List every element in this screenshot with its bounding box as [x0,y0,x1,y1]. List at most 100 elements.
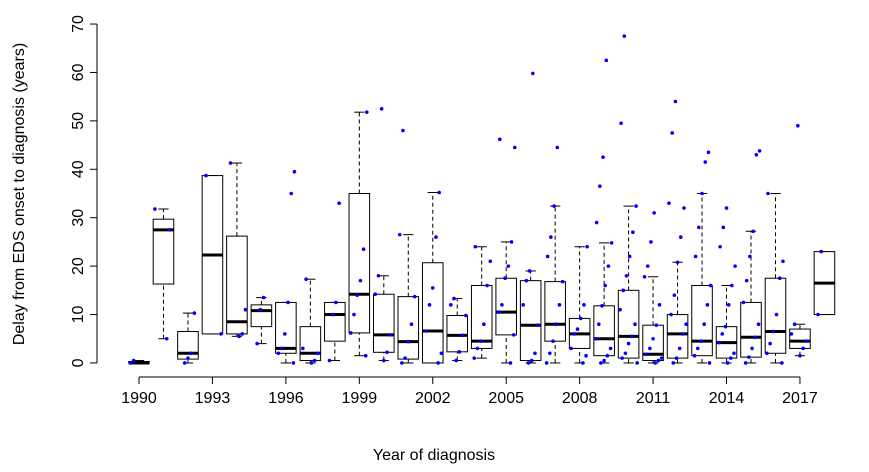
data-point [766,191,770,196]
data-point [337,201,341,205]
data-point [569,346,573,351]
data-point [726,303,731,307]
box [495,277,517,336]
box [348,193,371,334]
data-point [603,283,607,288]
data-point [669,312,673,317]
box [593,305,615,357]
data-point [286,300,290,305]
data-point [473,244,478,249]
data-point [600,304,604,308]
data-point [549,235,553,239]
data-point [804,339,809,343]
data-point [702,322,706,327]
data-point [648,346,652,351]
data-point [496,310,501,314]
data-point [653,361,658,365]
data-point [552,204,556,208]
box [740,301,762,358]
data-point [753,335,758,340]
data-point [551,339,555,343]
data-point [620,356,624,360]
data-point [670,131,675,135]
data-point [748,254,752,259]
data-point [457,350,462,354]
data-point [506,264,511,268]
box [519,280,542,362]
data-point [677,346,682,351]
data-point [237,334,241,339]
data-point [593,336,598,341]
data-point [289,191,294,196]
data-point [544,361,549,365]
data-point [582,303,586,307]
data-point [626,341,631,346]
data-point [700,191,704,196]
data-point [385,350,389,355]
data-point [348,331,353,335]
data-point [751,229,755,234]
box [789,328,811,349]
data-point [409,322,414,327]
data-point [452,296,456,301]
x-axis-title: Year of diagnosis [373,447,495,464]
x-tick-label: 1993 [195,390,231,407]
data-point [780,361,784,365]
x-tick-label: 2014 [709,390,745,407]
box [299,326,322,362]
data-point [327,358,332,363]
data-point [511,333,516,337]
data-point [633,322,637,327]
data-point [768,341,772,346]
data-point [554,322,559,327]
data-point [291,361,296,365]
data-point [376,274,381,278]
data-point [596,322,601,327]
data-point [219,332,223,336]
data-point [675,260,680,265]
data-point [609,241,614,245]
data-point [439,351,444,356]
data-point [482,322,486,327]
box [691,284,713,357]
data-point [560,279,565,284]
data-point [708,283,713,288]
data-point [678,235,683,239]
data-point [128,361,133,365]
data-point [671,361,676,365]
data-point [258,307,263,312]
data-point [695,346,700,351]
data-point [536,323,540,327]
data-point [618,307,622,312]
data-point [756,322,761,327]
data-point [651,336,655,341]
data-point [330,312,335,317]
data-point [485,283,489,288]
data-point [261,295,266,300]
box [226,235,248,335]
data-point [684,322,688,327]
data-point [358,278,363,283]
data-point [816,312,820,317]
data-point [153,207,157,211]
data-point [509,240,514,244]
data-point [472,356,477,360]
data-point [192,311,197,315]
data-point [500,303,504,307]
data-point [460,333,465,338]
data-point [548,351,552,356]
data-point [682,206,686,210]
x-tick-label: 2002 [415,390,451,407]
x-tick-label: 2008 [562,390,598,407]
box [275,301,297,354]
box [324,301,346,342]
data-point [168,228,172,232]
box [250,304,273,328]
data-point [627,254,632,259]
data-point [654,323,659,327]
data-point [656,358,661,363]
box [617,289,640,359]
data-point [693,254,698,259]
